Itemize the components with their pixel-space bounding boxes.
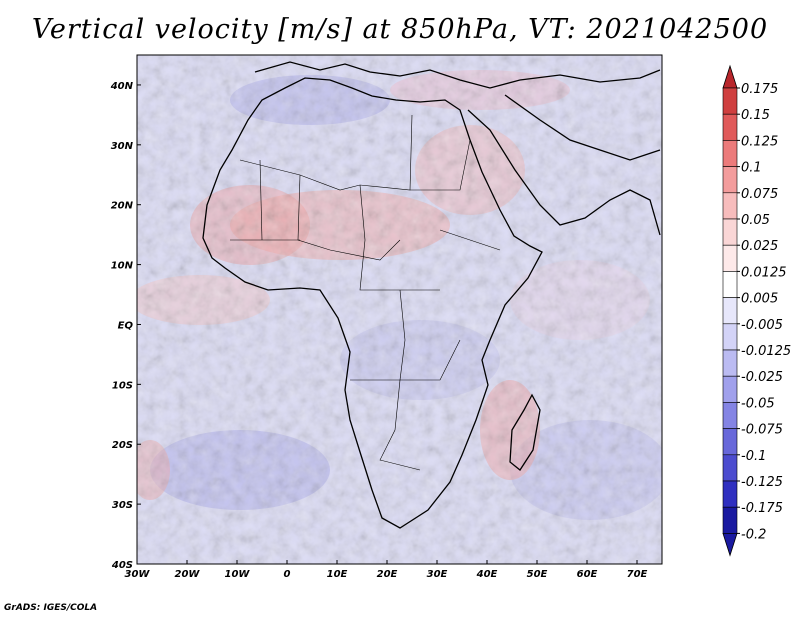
colorbar-label: -0.025 [741, 370, 783, 385]
colorbar-bin [722, 244, 738, 272]
coastlines [202, 61, 661, 529]
latitude-axis: 40N 30N 20N 10N EQ 10S 20S 30S 40S [110, 81, 141, 571]
colorbar-label: 0.005 [741, 292, 778, 307]
colorbar-bin [722, 166, 738, 194]
lon-tick-label: 20W [175, 569, 201, 580]
lat-tick-label: 30N [111, 141, 134, 152]
colorbar-bin [722, 506, 738, 534]
lon-tick-label: 10W [225, 569, 251, 580]
lat-tick-label: 10N [111, 261, 134, 272]
lat-tick-label: 30S [112, 500, 133, 511]
colorbar-label: 0.075 [741, 187, 778, 202]
colorbar-label: 0.025 [741, 239, 778, 254]
lon-tick-label: 10E [327, 569, 348, 580]
colorbar-label: -0.05 [741, 396, 775, 411]
colorbar-bin [722, 113, 738, 141]
colorbar-label: 0.125 [741, 134, 778, 149]
longitude-axis: 30W 20W 10W 0 10E 20E 30E 40E 50E 60E 70E [125, 560, 648, 580]
lat-tick-label: 40S [111, 560, 133, 571]
colorbar-bin [722, 192, 738, 220]
grads-credit: GrADS: IGES/COLA [4, 603, 98, 613]
lat-tick-label: 40N [110, 81, 134, 92]
lon-tick-label: 50E [527, 569, 548, 580]
colorbar-label: -0.005 [741, 318, 783, 333]
colorbar-bin [722, 349, 738, 377]
lat-tick-label: 20S [112, 440, 133, 451]
colorbar-bin [722, 87, 738, 115]
colorbar-label: -0.075 [741, 423, 783, 438]
colorbar-bin [722, 140, 738, 167]
colorbar-bin [722, 297, 738, 325]
map-title: Vertical velocity [m/s] at 850hPa, VT: 2… [31, 14, 769, 45]
lon-tick-label: 60E [577, 569, 598, 580]
colorbar-bin [722, 218, 738, 246]
lon-tick-label: 20E [377, 569, 398, 580]
colorbar-label: -0.0125 [741, 344, 791, 359]
colorbar-label: 0.05 [741, 213, 770, 228]
colorbar-label: 0.15 [741, 108, 770, 123]
lat-tick-label: EQ [118, 320, 134, 331]
lon-tick-label: 0 [284, 569, 291, 580]
colorbar-bin [722, 402, 738, 429]
velocity-field [137, 55, 662, 564]
colorbar-label: -0.125 [741, 475, 783, 490]
colorbar-label: -0.2 [741, 527, 766, 542]
lon-tick-label: 40E [476, 569, 498, 580]
colorbar-max-arrow [722, 64, 738, 89]
colorbar: 0.175 0.15 0.125 0.1 0.075 0.05 0.025 0.0125 0.0… [722, 64, 791, 557]
country-borders [230, 114, 501, 471]
lat-tick-label: 20N [111, 201, 134, 212]
lon-tick-label: 70E [627, 569, 648, 580]
colorbar-bin [722, 323, 738, 351]
colorbar-bin [722, 271, 738, 298]
colorbar-bin [722, 375, 738, 403]
lon-tick-label: 30E [427, 569, 448, 580]
lat-tick-label: 10S [112, 380, 133, 391]
colorbar-bin [722, 454, 738, 482]
colorbar-label: 0.1 [741, 161, 762, 176]
colorbar-min-arrow [722, 533, 738, 557]
lon-tick-label: 30W [125, 569, 151, 580]
colorbar-label: 0.175 [741, 82, 778, 97]
colorbar-bin [722, 480, 738, 508]
plot-frame [136, 54, 663, 565]
colorbar-label: -0.1 [741, 449, 766, 464]
colorbar-label: 0.0125 [741, 265, 787, 280]
colorbar-label: -0.175 [741, 501, 783, 516]
colorbar-bin [722, 428, 738, 456]
